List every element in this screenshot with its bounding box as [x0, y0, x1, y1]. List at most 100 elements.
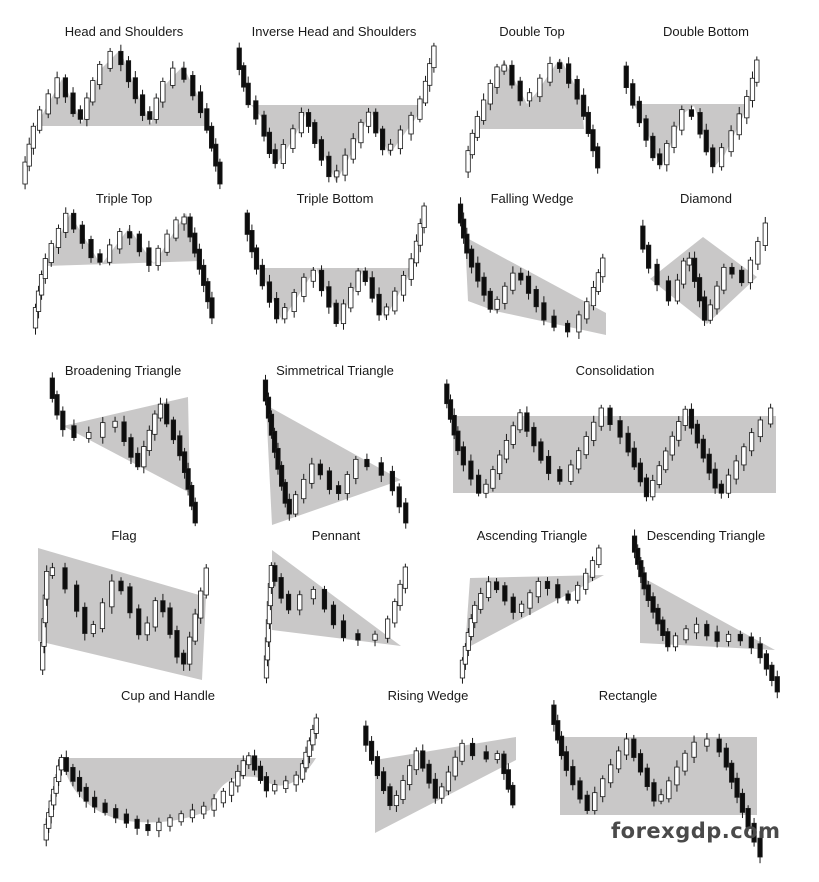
candle-body: [600, 778, 606, 798]
candle-body: [555, 584, 561, 599]
candle-body: [54, 77, 60, 99]
candle-body: [637, 462, 643, 483]
candle-body: [198, 590, 204, 619]
candle-body: [497, 454, 503, 475]
candle-body: [285, 593, 292, 611]
candle-body: [326, 470, 333, 490]
candle-body: [557, 469, 563, 482]
candle-body: [249, 230, 255, 253]
candle-body: [160, 81, 166, 103]
candle-body: [729, 266, 735, 275]
candle-body: [299, 763, 306, 780]
candle-body: [266, 281, 273, 303]
candle-body: [298, 112, 304, 134]
candle-body: [374, 756, 381, 777]
candle-body: [102, 802, 108, 813]
candle-body: [147, 111, 153, 120]
candle-body: [372, 633, 378, 641]
candle-body: [84, 97, 90, 120]
candle-body: [462, 645, 468, 665]
candle-body: [48, 243, 54, 263]
candle-body: [49, 377, 55, 399]
candle-body: [656, 465, 662, 485]
candle-body: [393, 795, 400, 807]
candle-body: [623, 738, 630, 756]
candle-body: [340, 620, 347, 638]
candle-body: [584, 794, 590, 811]
candle-body: [487, 290, 493, 310]
candle-body: [551, 315, 557, 328]
candle-body: [563, 751, 569, 771]
candle-body: [55, 227, 62, 248]
candle-body: [638, 560, 644, 578]
candle-body: [501, 64, 507, 72]
candle-body: [189, 484, 195, 507]
title-rectangle: Rectangle: [598, 688, 658, 703]
candle-body: [517, 412, 523, 431]
candle-body: [152, 600, 158, 628]
candle-body: [318, 139, 325, 161]
candle-body: [187, 216, 193, 238]
candle-body: [755, 241, 761, 265]
candle-body: [293, 774, 299, 786]
candle-body: [217, 161, 223, 185]
candle-body: [275, 447, 281, 470]
candle-body: [725, 633, 732, 642]
candle-body: [485, 581, 492, 598]
candle-body: [494, 753, 500, 760]
candle-body: [744, 96, 750, 119]
candle-body: [510, 596, 516, 613]
title-broadening-triangle: Broadening Triangle: [64, 363, 182, 378]
candle-body: [704, 738, 710, 747]
candle-body: [729, 762, 735, 783]
candle-body: [503, 440, 510, 460]
candle-body: [751, 822, 757, 843]
candle-body: [79, 224, 85, 244]
candle-body: [396, 486, 402, 508]
candle-body: [718, 483, 724, 494]
candle-body: [144, 622, 150, 636]
candle-body: [170, 67, 176, 86]
candle-body: [591, 421, 597, 441]
candle-body: [590, 129, 596, 152]
candle-body: [585, 111, 591, 134]
candle-body: [754, 59, 760, 83]
candle-body: [125, 60, 132, 83]
candle-body: [763, 653, 770, 670]
candle-body: [691, 257, 698, 282]
candle-body: [686, 257, 692, 266]
candle-body: [598, 407, 604, 427]
candle-body: [245, 82, 251, 106]
candle-body: [501, 753, 507, 775]
candle-body: [378, 462, 384, 476]
candle-body: [704, 623, 710, 637]
candle-body: [54, 394, 60, 416]
candle-body: [679, 109, 685, 131]
candle-body: [748, 636, 754, 649]
candle-body: [353, 458, 359, 479]
candle-body: [63, 212, 69, 233]
candle-body: [422, 80, 429, 104]
candle-body: [246, 755, 252, 766]
candle-body: [97, 63, 103, 85]
candle-body: [156, 821, 162, 832]
candle-body: [376, 293, 382, 316]
candle-body: [565, 322, 571, 333]
candle-body: [545, 455, 552, 474]
candle-body: [617, 420, 623, 438]
candle-body: [141, 446, 147, 468]
candle-body: [342, 154, 348, 176]
candle-body: [253, 100, 259, 120]
candle-body: [335, 485, 342, 494]
candle-body: [757, 643, 763, 659]
candle-body: [691, 741, 697, 758]
candle-body: [174, 630, 180, 658]
candle-body: [358, 121, 364, 144]
candle-body: [494, 66, 500, 88]
candle-body: [475, 474, 482, 494]
candle-body: [490, 469, 496, 489]
candle-body: [310, 729, 316, 746]
candle-body: [706, 453, 712, 474]
candle-body: [474, 116, 480, 138]
